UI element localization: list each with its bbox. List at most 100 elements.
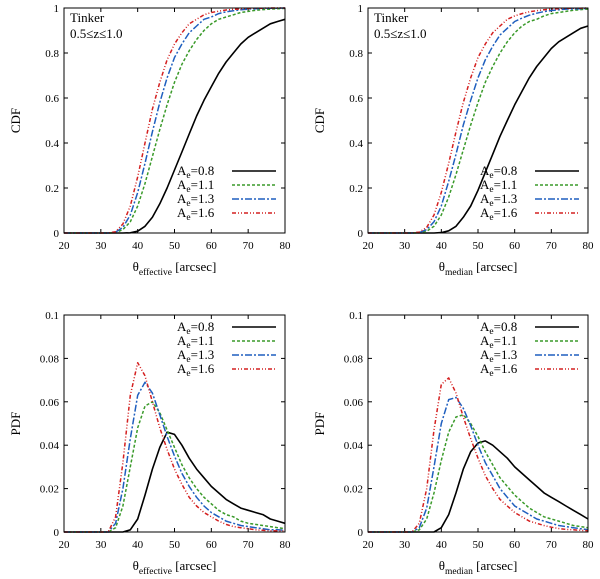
- y-tick-label: 0: [54, 527, 60, 539]
- legend-label: Ae=1.3: [177, 191, 214, 209]
- y-axis-label: PDF: [8, 412, 23, 436]
- legend-label: Ae=1.3: [177, 347, 214, 365]
- x-tick-label: 30: [95, 539, 107, 551]
- x-tick-label: 20: [59, 539, 71, 551]
- y-tick-label: 0.2: [45, 183, 59, 195]
- x-tick-label: 40: [132, 539, 144, 551]
- y-tick-label: 0.2: [349, 183, 363, 195]
- legend-label: Ae=0.8: [177, 163, 214, 181]
- x-tick-label: 70: [546, 539, 558, 551]
- y-tick-label: 0.04: [40, 440, 60, 452]
- x-axis-label: θeffective [arcsec]: [133, 259, 217, 278]
- y-tick-label: 0.8: [45, 48, 59, 60]
- legend-label: Ae=1.1: [480, 333, 517, 351]
- y-axis-label: CDF: [8, 108, 23, 133]
- x-tick-label: 30: [399, 240, 411, 252]
- plot-frame: [367, 314, 589, 533]
- x-tick-label: 80: [280, 539, 292, 551]
- series-line-ae-0-8: [64, 18, 286, 234]
- x-tick-label: 20: [363, 539, 375, 551]
- y-tick-label: 0.4: [349, 138, 363, 150]
- series-line-ae-1-3: [64, 381, 286, 533]
- series-line-ae-1-6: [368, 7, 589, 234]
- panel-top-left: 0 0.2 0.4 0.6 0.8 1 20 30 40 50 60 70 80 CDF θeffectiv…: [8, 3, 291, 278]
- y-axis-label: PDF: [312, 412, 327, 436]
- y-tick-label: 0.1: [45, 310, 59, 322]
- y-tick-label: 0.06: [40, 397, 60, 409]
- redshift-annotation: 0.5≤z≤1.0: [374, 26, 427, 41]
- legend-label: Ae=1.6: [480, 205, 518, 223]
- panel-bottom-right: 0 0.02 0.04 0.06 0.08 0.1 20 30 40 50 60 70 80 PDF θme…: [312, 310, 594, 577]
- y-tick-label: 0.4: [45, 138, 59, 150]
- x-tick-label: 80: [583, 539, 595, 551]
- series-line-ae-1-3: [368, 396, 589, 533]
- legend-label: Ae=1.1: [177, 177, 214, 195]
- x-tick-label: 80: [280, 240, 292, 252]
- y-tick-label: 0.6: [349, 93, 363, 105]
- x-tick-label: 70: [546, 240, 558, 252]
- x-axis-label: θmedian [arcsec]: [439, 259, 518, 278]
- series-line-ae-1-1: [64, 401, 286, 533]
- legend-label: Ae=1.6: [177, 361, 215, 379]
- x-tick-label: 60: [206, 539, 218, 551]
- x-tick-label: 20: [59, 240, 71, 252]
- y-tick-label: 0.6: [45, 93, 59, 105]
- legend-label: Ae=0.8: [480, 163, 517, 181]
- y-tick-label: 0.06: [344, 397, 364, 409]
- legend-label: Ae=1.1: [177, 333, 214, 351]
- plot-frame: [63, 7, 286, 234]
- x-tick-label: 40: [436, 240, 448, 252]
- model-annotation: Tinker: [70, 10, 105, 25]
- plot-frame: [63, 314, 286, 533]
- x-tick-label: 50: [473, 240, 485, 252]
- y-tick-label: 0.8: [349, 48, 363, 60]
- legend-label: Ae=1.6: [480, 361, 518, 379]
- x-tick-label: 60: [509, 539, 521, 551]
- series-line-ae-0-8: [368, 25, 589, 234]
- legend-label: Ae=1.3: [480, 191, 517, 209]
- x-tick-label: 70: [243, 539, 255, 551]
- y-tick-label: 0.08: [40, 353, 60, 365]
- panel-top-right: 0 0.2 0.4 0.6 0.8 1 20 30 40 50 60 70 80 CDF θmedian […: [312, 3, 594, 278]
- y-tick-label: 0.02: [344, 484, 363, 496]
- x-tick-label: 60: [206, 240, 218, 252]
- y-tick-label: 0: [358, 527, 364, 539]
- y-tick-label: 1: [54, 3, 60, 15]
- x-tick-label: 50: [169, 539, 181, 551]
- series-line-ae-1-1: [64, 7, 286, 234]
- redshift-annotation: 0.5≤z≤1.0: [70, 26, 123, 41]
- y-tick-label: 0.1: [349, 310, 363, 322]
- x-tick-label: 70: [243, 240, 255, 252]
- series-line-ae-1-3: [368, 7, 589, 234]
- x-axis-label: θeffective [arcsec]: [133, 558, 217, 577]
- series-line-ae-0-8: [368, 440, 589, 533]
- y-tick-label: 0.04: [344, 440, 364, 452]
- legend-label: Ae=1.1: [480, 177, 517, 195]
- panel-bottom-left: 0 0.02 0.04 0.06 0.08 0.1 20 30 40 50 60 70 80 PDF θef…: [8, 310, 291, 577]
- y-tick-label: 0.08: [344, 353, 364, 365]
- series-line-ae-0-8: [64, 431, 286, 533]
- y-axis-label: CDF: [312, 108, 327, 133]
- x-tick-label: 30: [399, 539, 411, 551]
- legend-label: Ae=0.8: [177, 319, 214, 337]
- x-tick-label: 30: [95, 240, 107, 252]
- legend-label: Ae=1.3: [480, 347, 517, 365]
- y-tick-label: 1: [358, 3, 364, 15]
- x-tick-label: 60: [509, 240, 521, 252]
- series-line-ae-1-6: [368, 377, 589, 533]
- series-line-ae-1-1: [368, 8, 589, 234]
- x-tick-label: 50: [169, 240, 181, 252]
- x-tick-label: 80: [583, 240, 595, 252]
- series-line-ae-1-1: [368, 414, 589, 533]
- x-axis-label: θmedian [arcsec]: [439, 558, 518, 577]
- y-tick-label: 0.02: [40, 484, 59, 496]
- plot-frame: [367, 7, 589, 234]
- y-tick-label: 0: [54, 228, 60, 240]
- legend-label: Ae=1.6: [177, 205, 215, 223]
- series-line-ae-1-3: [64, 7, 286, 234]
- legend-label: Ae=0.8: [480, 319, 517, 337]
- x-tick-label: 40: [132, 240, 144, 252]
- x-tick-label: 40: [436, 539, 448, 551]
- y-tick-label: 0: [358, 228, 364, 240]
